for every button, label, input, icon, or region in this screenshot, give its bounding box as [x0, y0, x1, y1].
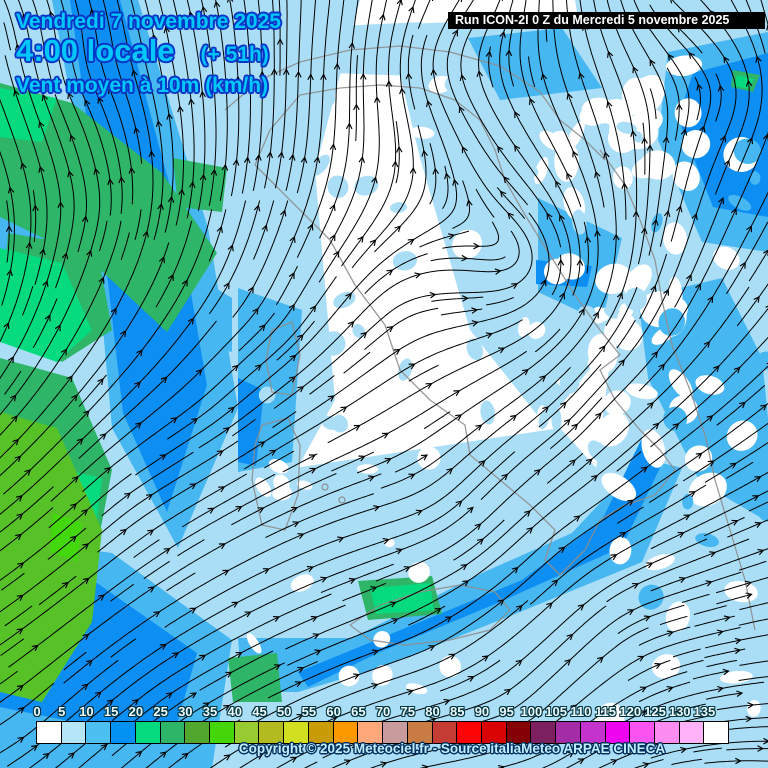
legend-label: 125 — [644, 704, 666, 719]
legend-label: 20 — [128, 704, 144, 719]
legend-label: 15 — [103, 704, 119, 719]
legend-label: 75 — [400, 704, 416, 719]
legend-label: 110 — [570, 704, 592, 719]
legend-label: 100 — [520, 704, 543, 719]
parameter-label: Vent moyen à 10m (km/h) — [16, 74, 269, 97]
legend-label: 45 — [252, 704, 267, 719]
legend-label: 55 — [301, 704, 317, 719]
coastline-sardinia — [251, 417, 301, 531]
forecast-time: 4:00 locale — [16, 33, 175, 68]
legend-cell: 130 — [669, 704, 705, 744]
legend-label: 85 — [449, 704, 465, 719]
legend-cell: 110 — [570, 704, 606, 744]
legend-cell: 80 — [425, 704, 458, 744]
legend-label: 70 — [375, 704, 391, 719]
legend-label: 120 — [619, 704, 642, 719]
coastline-italy-peninsula — [254, 84, 676, 576]
legend-label: 5 — [58, 704, 66, 719]
legend-color-box — [209, 721, 235, 744]
model-run-info: Run ICON-2I 0 Z du Mercredi 5 novembre 2… — [448, 12, 765, 29]
legend-color-box — [36, 721, 62, 744]
legend-label: 130 — [668, 704, 691, 719]
forecast-time-row: 4:00 locale (+ 51h) — [16, 33, 269, 69]
legend-label: 60 — [326, 704, 341, 719]
legend-cell: 35 — [203, 704, 235, 744]
legend-cell: 50 — [277, 704, 309, 744]
legend-label: 105 — [545, 704, 567, 719]
coastline-sicily — [349, 584, 511, 646]
legend-label: 90 — [474, 704, 490, 719]
legend-label: 0 — [33, 704, 41, 719]
legend-color-box — [184, 721, 211, 744]
forecast-date: Vendredi 7 novembre 2025 — [16, 10, 281, 33]
legend-color-box — [678, 721, 705, 744]
legend-color-box — [85, 721, 112, 744]
legend-color-box — [134, 721, 161, 744]
legend-color-box — [60, 721, 87, 744]
legend-label: 35 — [202, 704, 218, 719]
legend-cell: 65 — [351, 704, 384, 744]
legend-label: 30 — [178, 704, 193, 719]
legend-cell: 90 — [475, 704, 507, 744]
legend-cell: 85 — [450, 704, 482, 744]
legend-cell: 135 — [694, 704, 730, 744]
legend-label: 25 — [153, 704, 168, 719]
legend-cell: 25 — [153, 704, 186, 744]
legend-cell: 95 — [499, 704, 532, 744]
legend-cell: 20 — [129, 704, 161, 744]
copyright-text: Copyright © 2025 Meteociel.fr - Source i… — [238, 741, 666, 756]
legend-cell: 40 — [228, 704, 260, 744]
legend-label: 10 — [79, 704, 94, 719]
legend-cell: 45 — [252, 704, 285, 744]
legend-cell: 75 — [401, 704, 433, 744]
forecast-lead-time: (+ 51h) — [200, 43, 269, 66]
legend-cell: 5 — [58, 704, 87, 744]
legend-label: 40 — [227, 704, 242, 719]
legend-label: 50 — [276, 704, 292, 719]
legend-cell: 100 — [521, 704, 557, 744]
legend-scale: 0 5 10 15 20 25 30 35 40 45 50 55 60 65 70 75 80 85 90 95 10… — [33, 704, 730, 744]
legend-cell: 120 — [619, 704, 655, 744]
legend-label: 65 — [351, 704, 366, 719]
legend-color-box — [159, 721, 186, 744]
legend-label: 80 — [425, 704, 440, 719]
legend-label: 95 — [499, 704, 514, 719]
legend-cell: 10 — [79, 704, 112, 744]
legend-label: 115 — [595, 704, 617, 719]
legend-label: 135 — [693, 704, 716, 719]
legend-color-box — [110, 721, 136, 744]
legend-color-box — [703, 721, 730, 744]
